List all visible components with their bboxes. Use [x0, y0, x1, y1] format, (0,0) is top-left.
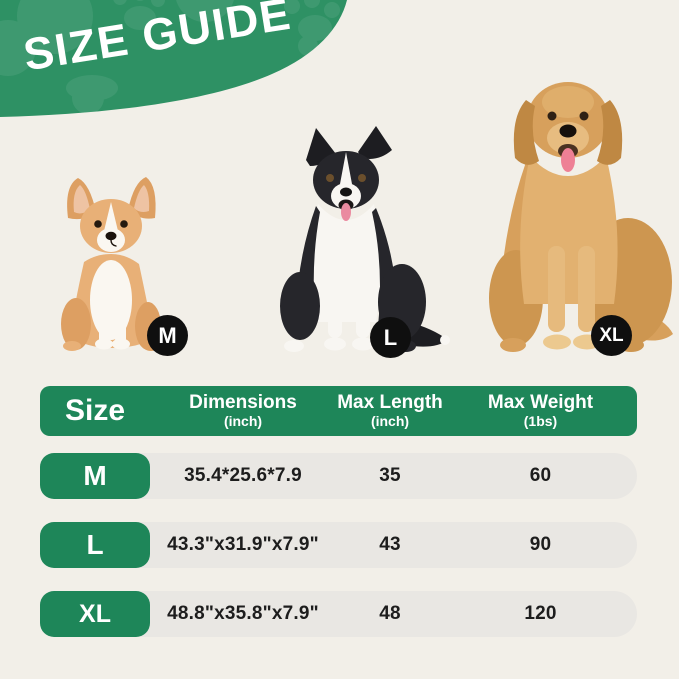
dimensions-value: 43.3"x31.9"x7.9"	[167, 534, 319, 555]
size-badge-xl: XL	[591, 315, 632, 356]
size-pill-l: L	[40, 522, 150, 568]
max-length-value: 43	[379, 534, 401, 555]
dimensions-value: 35.4*25.6*7.9	[184, 465, 302, 486]
max-length-value: 48	[379, 603, 401, 624]
size-pill-m: M	[40, 453, 150, 499]
table-row-xl: XL 48.8"x35.8"x7.9" 48 120	[40, 591, 637, 637]
max-weight-value: 90	[529, 534, 552, 555]
corgi-illustration	[61, 177, 161, 351]
size-pill-xl: XL	[40, 591, 150, 637]
column-header-dimensions: Dimensions (inch)	[189, 392, 297, 430]
dimensions-value: 48.8"x35.8"x7.9"	[167, 603, 319, 624]
max-length-value: 35	[379, 465, 401, 486]
size-table-header: Size Dimensions (inch) Max Length (inch)…	[40, 386, 637, 436]
banner-decorations	[0, 0, 340, 114]
column-header-size: Size	[64, 394, 126, 428]
paw-print-icon	[113, 0, 165, 30]
column-header-max-length: Max Length (inch)	[337, 392, 443, 430]
table-row-l: L 43.3"x31.9"x7.9" 43 90	[40, 522, 637, 568]
max-weight-value: 120	[524, 603, 557, 624]
paw-print-icon	[284, 0, 340, 41]
banner-background	[0, 0, 347, 117]
golden-retriever-illustration	[489, 82, 673, 352]
column-header-max-weight: Max Weight (1bs)	[487, 392, 594, 430]
max-weight-value: 60	[529, 465, 552, 486]
border-collie-illustration	[280, 126, 450, 352]
size-badge-m: M	[147, 315, 188, 356]
table-row-m: M 35.4*25.6*7.9 35 60	[40, 453, 637, 499]
size-badge-l: L	[370, 317, 411, 358]
